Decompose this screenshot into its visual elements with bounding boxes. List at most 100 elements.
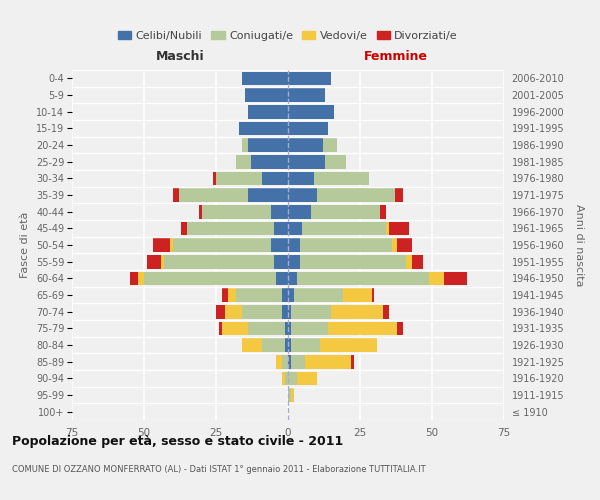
Bar — [291, 355, 305, 368]
Bar — [152, 238, 170, 252]
Bar — [323, 138, 337, 152]
Bar — [429, 272, 443, 285]
Bar — [325, 155, 346, 168]
Bar — [239, 122, 288, 135]
Bar — [262, 172, 288, 185]
Bar — [288, 288, 294, 302]
Bar — [285, 338, 288, 352]
Bar — [173, 238, 271, 252]
Bar — [216, 172, 262, 185]
Bar — [288, 72, 331, 85]
Bar — [288, 255, 299, 268]
Bar — [236, 288, 282, 302]
Bar — [138, 272, 144, 285]
Bar — [288, 338, 291, 352]
Bar — [299, 255, 406, 268]
Bar — [222, 322, 248, 335]
Bar — [213, 172, 216, 185]
Bar — [288, 388, 291, 402]
Bar — [406, 255, 412, 268]
Bar — [331, 305, 383, 318]
Legend: Celibi/Nubili, Coniugati/e, Vedovi/e, Divorziati/e: Celibi/Nubili, Coniugati/e, Vedovi/e, Di… — [113, 26, 463, 46]
Bar — [236, 155, 251, 168]
Bar — [285, 372, 288, 385]
Bar — [282, 305, 288, 318]
Bar — [288, 355, 291, 368]
Bar — [179, 188, 248, 202]
Bar — [202, 205, 271, 218]
Bar — [282, 288, 288, 302]
Bar — [412, 255, 424, 268]
Bar — [170, 238, 173, 252]
Bar — [219, 322, 222, 335]
Bar — [187, 222, 274, 235]
Bar — [224, 305, 242, 318]
Bar — [277, 355, 282, 368]
Bar — [245, 88, 288, 102]
Bar — [288, 122, 328, 135]
Y-axis label: Anni di nascita: Anni di nascita — [574, 204, 584, 286]
Bar — [288, 238, 299, 252]
Bar — [299, 238, 392, 252]
Bar — [288, 188, 317, 202]
Bar — [296, 372, 317, 385]
Text: Femmine: Femmine — [364, 50, 428, 63]
Bar — [242, 72, 288, 85]
Bar — [389, 222, 409, 235]
Bar — [317, 188, 395, 202]
Bar — [288, 272, 296, 285]
Bar — [395, 188, 403, 202]
Y-axis label: Fasce di età: Fasce di età — [20, 212, 31, 278]
Bar — [291, 388, 294, 402]
Bar — [383, 305, 389, 318]
Bar — [144, 272, 277, 285]
Bar — [397, 322, 403, 335]
Text: COMUNE DI OZZANO MONFERRATO (AL) - Dati ISTAT 1° gennaio 2011 - Elaborazione TUT: COMUNE DI OZZANO MONFERRATO (AL) - Dati … — [12, 465, 425, 474]
Bar — [443, 272, 467, 285]
Bar — [248, 105, 288, 118]
Bar — [282, 355, 288, 368]
Bar — [288, 322, 291, 335]
Bar — [380, 205, 386, 218]
Bar — [161, 255, 164, 268]
Bar — [227, 288, 236, 302]
Bar — [328, 322, 397, 335]
Bar — [242, 138, 248, 152]
Bar — [173, 188, 179, 202]
Bar — [288, 138, 323, 152]
Bar — [294, 288, 343, 302]
Bar — [291, 322, 328, 335]
Bar — [288, 305, 291, 318]
Bar — [147, 255, 161, 268]
Bar — [371, 288, 374, 302]
Bar — [392, 238, 397, 252]
Bar — [288, 105, 334, 118]
Bar — [271, 238, 288, 252]
Bar — [274, 255, 288, 268]
Bar — [248, 322, 285, 335]
Bar — [164, 255, 274, 268]
Bar — [386, 222, 389, 235]
Bar — [314, 172, 368, 185]
Bar — [352, 355, 354, 368]
Bar — [288, 205, 311, 218]
Bar — [271, 205, 288, 218]
Bar — [343, 288, 371, 302]
Bar — [291, 305, 331, 318]
Bar — [248, 138, 288, 152]
Bar — [262, 338, 285, 352]
Bar — [397, 238, 412, 252]
Bar — [242, 305, 282, 318]
Bar — [305, 355, 352, 368]
Bar — [288, 155, 325, 168]
Bar — [288, 222, 302, 235]
Bar — [288, 372, 296, 385]
Bar — [291, 338, 320, 352]
Text: Popolazione per età, sesso e stato civile - 2011: Popolazione per età, sesso e stato civil… — [12, 435, 343, 448]
Bar — [222, 288, 227, 302]
Bar — [277, 272, 288, 285]
Text: Maschi: Maschi — [155, 50, 205, 63]
Bar — [302, 222, 386, 235]
Bar — [320, 338, 377, 352]
Bar — [130, 272, 138, 285]
